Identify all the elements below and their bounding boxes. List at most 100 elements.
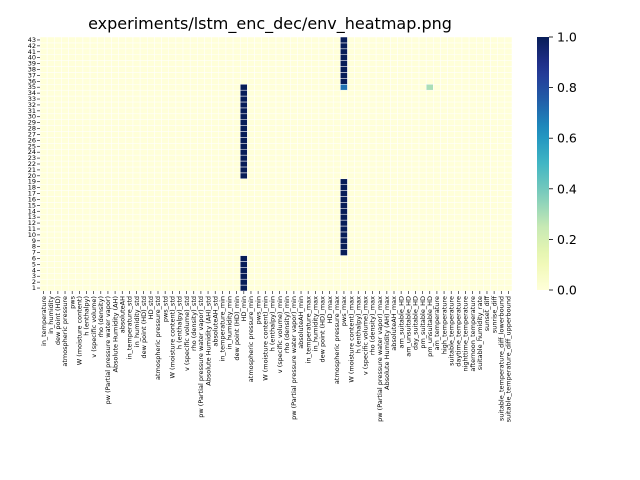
heatmap-cell bbox=[68, 190, 77, 197]
heatmap-cell bbox=[490, 113, 498, 120]
heatmap-cell bbox=[282, 219, 291, 227]
heatmap-cell bbox=[440, 137, 448, 144]
heatmap-cell bbox=[418, 249, 427, 256]
heatmap-cell bbox=[368, 284, 377, 292]
heatmap-cell bbox=[418, 89, 427, 97]
heatmap-cell bbox=[75, 60, 84, 67]
heatmap-cell bbox=[254, 178, 262, 185]
heatmap-cell bbox=[425, 278, 434, 286]
heatmap-cell bbox=[454, 196, 463, 203]
heatmap-cell bbox=[425, 160, 434, 168]
heatmap-cell bbox=[418, 101, 427, 109]
heatmap-cell bbox=[468, 137, 477, 144]
heatmap-cell bbox=[304, 72, 313, 79]
heatmap-cell bbox=[461, 72, 470, 79]
heatmap-cell bbox=[475, 213, 484, 221]
heatmap-cell bbox=[39, 231, 48, 239]
heatmap-cell bbox=[96, 78, 105, 85]
heatmap-cell bbox=[490, 60, 498, 67]
heatmap-cell bbox=[182, 78, 191, 85]
heatmap-cell bbox=[61, 267, 69, 274]
heatmap-cell bbox=[154, 148, 162, 156]
heatmap-cell bbox=[82, 66, 91, 73]
heatmap-cell bbox=[182, 231, 191, 239]
heatmap-cell bbox=[497, 89, 506, 97]
heatmap-cell bbox=[168, 119, 177, 126]
heatmap-cell bbox=[254, 166, 262, 174]
heatmap-cell bbox=[168, 231, 177, 239]
heatmap-cell bbox=[433, 72, 441, 79]
heatmap-cell bbox=[175, 184, 184, 191]
heatmap-cell bbox=[261, 66, 270, 73]
heatmap-cell bbox=[383, 273, 391, 280]
heatmap-cell bbox=[325, 60, 334, 67]
heatmap-cell bbox=[118, 219, 127, 227]
heatmap-cell bbox=[332, 72, 341, 79]
heatmap-cell bbox=[75, 166, 84, 174]
heatmap-cell bbox=[504, 166, 513, 174]
heatmap-cell bbox=[375, 107, 384, 115]
heatmap-cell bbox=[68, 113, 77, 120]
y-tick-label: 16 bbox=[28, 195, 36, 203]
heatmap-cell bbox=[218, 261, 227, 268]
heatmap-cell bbox=[433, 190, 441, 197]
heatmap-cell bbox=[433, 119, 441, 126]
heatmap-cell bbox=[404, 154, 413, 162]
chart-title: experiments/lstm_enc_dec/env_heatmap.png bbox=[88, 14, 452, 34]
heatmap-cell bbox=[454, 278, 463, 286]
heatmap-cell bbox=[232, 184, 241, 191]
heatmap-cell bbox=[175, 143, 184, 150]
heatmap-cell bbox=[54, 255, 62, 262]
heatmap-cell bbox=[425, 119, 434, 126]
heatmap-cell bbox=[254, 137, 262, 144]
heatmap-cell bbox=[75, 137, 84, 144]
heatmap-cell bbox=[46, 60, 55, 67]
heatmap-cell bbox=[239, 107, 248, 115]
x-tick-label: dew point (HD)_max bbox=[319, 296, 327, 363]
heatmap-cell bbox=[418, 178, 427, 185]
heatmap-cell bbox=[354, 89, 363, 97]
heatmap-cell bbox=[275, 243, 284, 250]
y-tick-label: 32 bbox=[28, 101, 36, 109]
heatmap-cell bbox=[447, 243, 456, 250]
heatmap-cell bbox=[361, 172, 370, 180]
heatmap-cell bbox=[433, 284, 441, 292]
heatmap-cell bbox=[490, 72, 498, 79]
heatmap-cell bbox=[139, 243, 148, 250]
heatmap-cell bbox=[218, 267, 227, 274]
heatmap-cell bbox=[247, 131, 255, 138]
heatmap-cell bbox=[433, 95, 441, 103]
heatmap-cell bbox=[418, 66, 427, 73]
heatmap-cell bbox=[139, 131, 148, 138]
heatmap-cell bbox=[89, 208, 98, 215]
heatmap-cell bbox=[318, 261, 327, 268]
heatmap-cell bbox=[189, 219, 198, 227]
heatmap-cell bbox=[447, 84, 456, 91]
heatmap-cell bbox=[54, 172, 62, 180]
heatmap-cell bbox=[461, 36, 470, 44]
heatmap-cell bbox=[111, 107, 119, 115]
heatmap-cell bbox=[218, 119, 227, 126]
x-tick-label: absoluteAH bbox=[118, 296, 126, 333]
heatmap-cell bbox=[168, 284, 177, 292]
heatmap-cell bbox=[340, 101, 348, 109]
heatmap-cell bbox=[332, 166, 341, 174]
heatmap-cell bbox=[118, 48, 127, 55]
heatmap-cell bbox=[290, 60, 298, 67]
heatmap-cell bbox=[147, 278, 155, 286]
heatmap-cell bbox=[189, 178, 198, 185]
heatmap-cell bbox=[275, 231, 284, 239]
heatmap-cell bbox=[440, 154, 448, 162]
heatmap-cell bbox=[225, 72, 234, 79]
heatmap-cell bbox=[154, 172, 162, 180]
heatmap-cell bbox=[247, 273, 255, 280]
heatmap-cell bbox=[125, 261, 134, 268]
heatmap-cell bbox=[490, 101, 498, 109]
heatmap-cell bbox=[361, 196, 370, 203]
heatmap-cell bbox=[375, 101, 384, 109]
heatmap-cell bbox=[433, 154, 441, 162]
heatmap-cell bbox=[75, 54, 84, 61]
heatmap-cell bbox=[111, 154, 119, 162]
heatmap-cell bbox=[275, 249, 284, 256]
heatmap-cell bbox=[254, 255, 262, 262]
